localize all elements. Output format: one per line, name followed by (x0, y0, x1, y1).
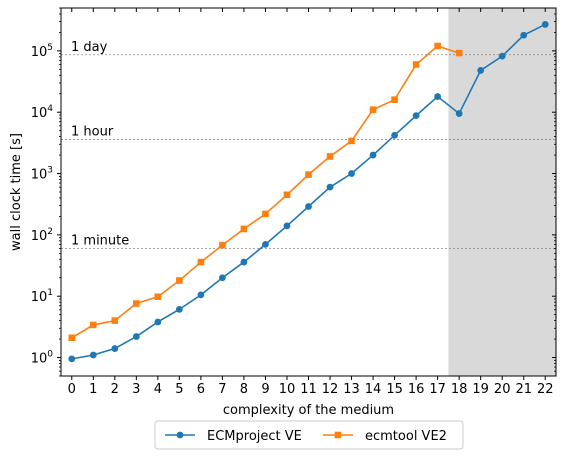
x-tick-label: 14 (365, 382, 382, 397)
data-point (89, 321, 97, 329)
x-tick-label: 0 (68, 382, 76, 397)
reference-lines: 1 minute 1 hour 1 day (61, 40, 556, 249)
x-tick-label: 21 (515, 382, 532, 397)
legend: ECMproject VE ecmtool VE2 (154, 420, 464, 450)
series-1 (68, 21, 549, 363)
data-point (412, 112, 420, 120)
y-tick-label: 101 (31, 288, 53, 305)
data-point (391, 131, 398, 139)
x-tick-label: 3 (132, 382, 140, 397)
x-tick-label: 12 (322, 382, 339, 397)
data-point (262, 210, 269, 218)
data-point (326, 183, 334, 191)
legend-marker (176, 431, 184, 439)
x-tick-label: 16 (408, 382, 425, 397)
x-tick-label: 1 (89, 382, 97, 397)
data-point (498, 52, 506, 60)
x-tick-label: 22 (537, 382, 554, 397)
data-point (262, 240, 269, 248)
x-tick-label: 6 (197, 382, 205, 397)
y-tick-label: 103 (31, 166, 53, 183)
data-point (455, 49, 463, 57)
data-point (455, 110, 463, 117)
data-point (369, 106, 377, 113)
data-point (283, 222, 291, 230)
data-point (541, 21, 549, 28)
data-point (89, 351, 97, 359)
x-tick-label: 5 (175, 382, 183, 397)
legend-label: ECMproject VE (207, 429, 302, 444)
data-point (520, 31, 528, 39)
y-tick-label: 104 (31, 104, 54, 121)
data-point (434, 93, 442, 100)
x-tick-label: 11 (300, 382, 317, 397)
data-point (326, 153, 334, 160)
y-axis-label: wall clock time [s] (9, 133, 24, 251)
x-tick-label: 15 (386, 382, 403, 397)
data-point (369, 151, 377, 159)
shaded-region-rect (448, 8, 556, 376)
data-point (175, 305, 183, 313)
data-point (219, 241, 226, 249)
x-axis-label: complexity of the medium (223, 403, 394, 418)
data-point (111, 345, 119, 352)
data-point (68, 334, 76, 342)
data-point (283, 191, 291, 199)
data-point (219, 274, 226, 282)
reference-line-label: 1 hour (71, 124, 114, 139)
data-point (68, 355, 76, 363)
x-tick-label: 19 (472, 382, 489, 397)
data-point (348, 137, 355, 145)
x-tick-label: 20 (494, 382, 511, 397)
data-point (197, 291, 205, 299)
data-point (240, 225, 248, 233)
data-point (133, 300, 140, 307)
x-tick-label: 2 (111, 382, 119, 397)
x-tick-label: 7 (218, 382, 226, 397)
data-point (348, 170, 355, 177)
x-tick-label: 13 (343, 382, 360, 397)
data-point (434, 42, 441, 50)
x-tick-label: 8 (240, 382, 248, 397)
x-tick-label: 17 (429, 382, 446, 397)
data-point (176, 277, 183, 284)
data-point (305, 203, 312, 210)
x-tick-label: 10 (279, 382, 296, 397)
legend-box (154, 420, 464, 450)
data-point (154, 293, 162, 301)
data-point (111, 317, 119, 324)
data-point (154, 318, 162, 326)
x-tick-label: 9 (261, 382, 269, 397)
reference-line-label: 1 day (71, 40, 108, 55)
y-tick-label: 105 (31, 43, 53, 60)
data-point (412, 61, 420, 68)
legend-marker (334, 431, 342, 439)
x-tick-label: 4 (154, 382, 162, 397)
x-tick-label: 18 (451, 382, 468, 397)
data-point (197, 258, 205, 266)
data-point (391, 96, 398, 103)
data-point (305, 171, 312, 178)
reference-line-label: 1 minute (71, 233, 129, 248)
data-point (132, 333, 140, 340)
y-tick-label: 102 (31, 227, 53, 244)
series-layer (68, 21, 549, 363)
series-2 (68, 42, 463, 342)
legend-label: ecmtool VE2 (365, 429, 447, 444)
data-point (477, 67, 485, 74)
shaded-region (448, 8, 556, 376)
data-point (240, 258, 248, 266)
y-tick-label: 100 (31, 350, 54, 367)
